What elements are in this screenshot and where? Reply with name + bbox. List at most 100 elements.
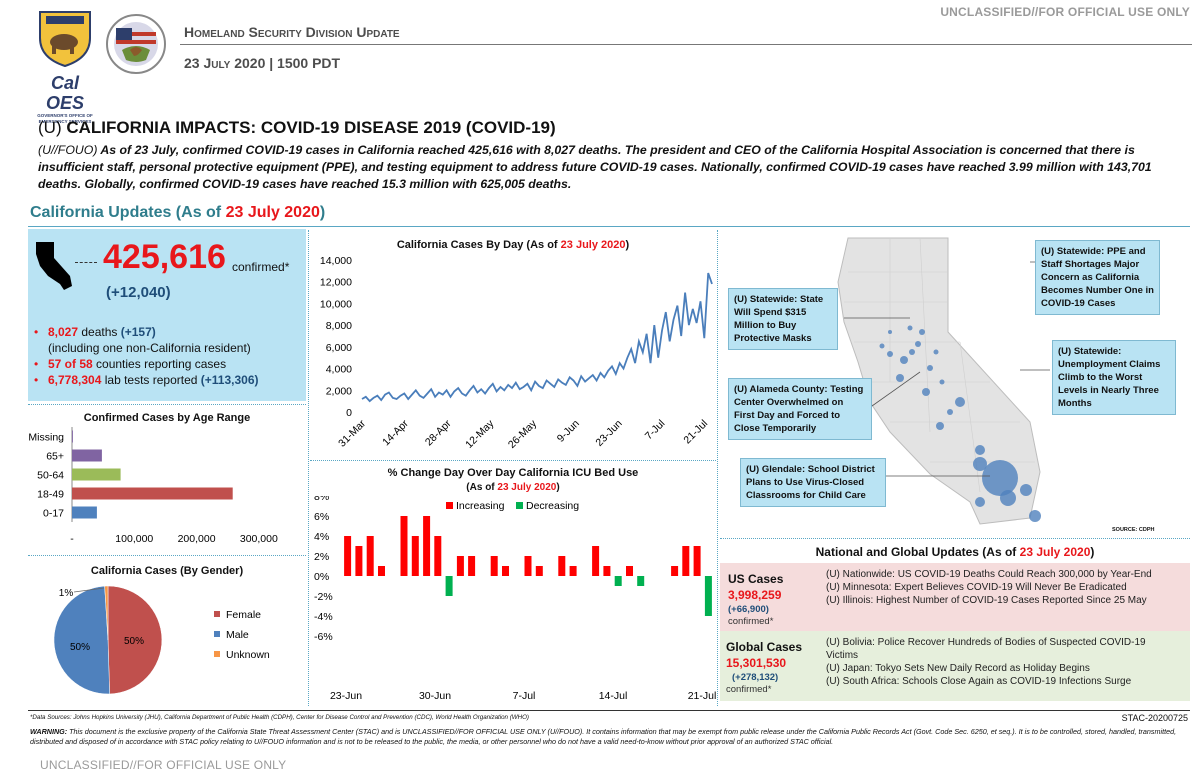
- legend-swatch: [214, 631, 220, 637]
- deaths-count: 8,027: [48, 325, 79, 339]
- list-item: (U) Nationwide: US COVID-19 Deaths Could…: [826, 569, 1152, 580]
- y-tick-label: 6,000: [326, 342, 352, 354]
- x-tick-label: 200,000: [178, 533, 216, 545]
- tests-delta: (+113,306): [200, 373, 259, 387]
- x-tick-label: 9-Jun: [555, 418, 582, 445]
- us-cases-count: 3,998,259: [728, 588, 782, 602]
- x-tick-label: 30-Jun: [419, 690, 451, 702]
- list-item: (U) Illinois: Highest Number of COVID-19…: [826, 595, 1147, 606]
- x-tick-label: 31-Mar: [336, 417, 368, 449]
- icu-bar: [682, 546, 690, 576]
- divider-right-h: [720, 538, 1190, 539]
- section-date: 23 July 2020: [225, 204, 320, 221]
- icu-bar: [603, 566, 611, 576]
- divider-mid: [717, 230, 718, 706]
- cases-chart-title: California Cases By Day (As of 23 July 2…: [312, 239, 714, 251]
- age-range-chart: Missing 65+ 50-64 18-49 0-17 - 100,000 200,000 3…: [28, 427, 278, 545]
- icu-bar: [671, 566, 679, 576]
- callout-ppe: (U) Statewide: PPE and Staff Shortages M…: [1035, 240, 1160, 315]
- cases-by-day-chart: 14,000 12,000 10,000 8,000 6,000 4,000 2,000 03…: [320, 255, 713, 451]
- slice-label: 50%: [70, 642, 90, 653]
- ng-close: ): [1090, 545, 1095, 559]
- y-tick-label: 12,000: [320, 277, 352, 289]
- bubble: [933, 349, 939, 355]
- gender-chart-title: California Cases (By Gender): [90, 565, 244, 577]
- stat-dash: [75, 262, 97, 263]
- slice-label: 50%: [124, 636, 144, 647]
- summary-text: As of 23 July, confirmed COVID-19 cases …: [38, 143, 1152, 191]
- pie-slice: [104, 585, 109, 641]
- county-lines: [844, 237, 1035, 493]
- icu-subtitle-text: (As of: [466, 482, 498, 493]
- cases-title-close: ): [625, 239, 630, 251]
- slice-label: 1%: [59, 588, 74, 599]
- x-tick-label: -: [70, 533, 74, 545]
- global-cases-panel: [720, 631, 1190, 701]
- global-cases-confirmed: confirmed*: [726, 684, 772, 695]
- section-heading: California Updates (As of 23 July 2020): [30, 204, 325, 222]
- x-tick-label: 300,000: [240, 533, 278, 545]
- data-sources: *Data Sources: Johns Hopkins University …: [30, 714, 529, 721]
- list-item: (U) Minnesota: Expert Believes COVID-19 …: [826, 582, 1127, 593]
- map-source: SOURCE: CDPH: [1112, 527, 1155, 533]
- bubble: [900, 356, 908, 364]
- list-item: 57 of 58 counties reporting cases: [30, 356, 304, 372]
- callout-connectors: [844, 261, 1058, 477]
- bubble: [975, 445, 985, 455]
- shield-icon: [39, 11, 91, 68]
- global-news-list: (U) Bolivia: Police Recover Hundreds of …: [826, 636, 1166, 688]
- x-tick-label: 26-May: [506, 417, 540, 451]
- document-id: STAC-20200725: [1121, 713, 1188, 723]
- category-label: 0-17: [43, 508, 64, 520]
- deaths-label: deaths: [78, 325, 121, 339]
- age-bar: [72, 430, 73, 443]
- icu-change-chart: 8% 6% 4% 2% 0% -2% -4% -6% Increasing Decreasing 2…: [314, 496, 716, 702]
- bubble: [955, 397, 965, 407]
- stats-list: 8,027 deaths (+157) (including one non-C…: [30, 324, 304, 388]
- confirmed-delta: (+12,040): [106, 284, 171, 301]
- header-divider: [180, 44, 1192, 45]
- icu-bar: [456, 556, 464, 576]
- bubble: [1029, 510, 1041, 522]
- deaths-note: (including one non-California resident): [48, 341, 251, 355]
- pie-slice: [107, 585, 163, 695]
- classification-banner-top: UNCLASSIFIED//FOR OFFICIAL USE ONLY: [940, 5, 1190, 19]
- legend-swatch-decreasing: [516, 502, 523, 509]
- category-label: Missing: [28, 432, 64, 444]
- y-tick-label: 8%: [314, 496, 329, 503]
- legend-label: Female: [226, 609, 261, 621]
- category-label: 18-49: [37, 489, 64, 501]
- x-tick-label: 28-Apr: [423, 417, 454, 448]
- confirmed-label: confirmed*: [232, 260, 290, 274]
- bubble: [915, 341, 921, 347]
- callout-masks: (U) Statewide: State Will Spend $315 Mil…: [728, 288, 838, 350]
- bubble: [919, 329, 925, 335]
- national-global-heading: National and Global Updates (As of 23 Ju…: [720, 545, 1190, 559]
- bubble: [888, 330, 892, 334]
- y-tick-label: 0%: [314, 571, 329, 583]
- divider-left-h2: [28, 555, 306, 556]
- y-tick-label: 10,000: [320, 298, 352, 310]
- category-label: 65+: [46, 451, 64, 463]
- icu-bar: [434, 536, 442, 576]
- bubble: [887, 351, 893, 357]
- list-item: (including one non-California resident): [30, 340, 304, 356]
- legend-swatch-increasing: [446, 502, 453, 509]
- bubble: [947, 409, 953, 415]
- icu-bar: [614, 576, 622, 586]
- cases-line: [361, 272, 713, 403]
- legend-swatch: [214, 651, 220, 657]
- x-tick-label: 7-Jul: [643, 418, 668, 443]
- bubble: [907, 325, 913, 331]
- cases-title-date: 23 July 2020: [560, 239, 626, 251]
- list-item: 6,778,304 lab tests reported (+113,306): [30, 372, 304, 388]
- header-title: Homeland Security Division Update: [184, 24, 400, 40]
- icu-bar: [490, 556, 498, 576]
- leader-line: [73, 587, 105, 593]
- title-prefix: (U): [38, 118, 62, 137]
- list-item: 8,027 deaths (+157): [30, 324, 304, 340]
- us-cases-delta: (+66,900): [728, 604, 769, 615]
- warning-label: WARNING:: [30, 727, 68, 736]
- stac-seal: [106, 14, 166, 74]
- list-item: (U) Japan: Tokyo Sets New Daily Record a…: [826, 663, 1090, 674]
